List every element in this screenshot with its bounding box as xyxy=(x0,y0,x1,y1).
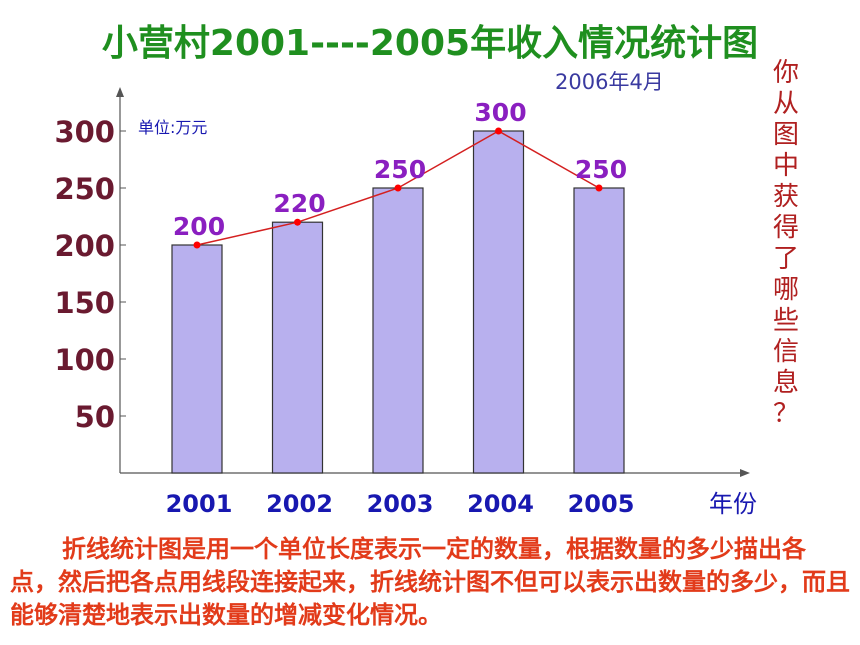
data-point xyxy=(495,127,502,135)
x-tick-label: 2003 xyxy=(367,490,434,518)
x-tick-label: 2004 xyxy=(467,490,534,518)
data-point xyxy=(294,218,301,226)
side-question-char: 中 xyxy=(772,151,799,181)
y-tick-label: 50 xyxy=(75,400,115,434)
income-chart: 50 100 150 200 250 300 单位:万元 200 220 250 300 250 200… xyxy=(54,87,757,518)
bar xyxy=(472,130,525,474)
bar xyxy=(372,187,424,474)
side-question-char: 得 xyxy=(772,213,799,243)
unit-label: 单位:万元 xyxy=(138,118,207,137)
data-label: 200 xyxy=(173,212,225,241)
data-label: 220 xyxy=(273,189,325,218)
y-tick-label: 200 xyxy=(54,229,115,263)
side-question: 你从图中获得了哪些信息？ xyxy=(768,58,804,430)
side-question-char: 息 xyxy=(772,368,799,398)
bar xyxy=(573,187,625,474)
x-tick-label: 2005 xyxy=(568,490,635,518)
y-tick-label: 150 xyxy=(54,286,115,320)
side-question-char: 图 xyxy=(772,120,799,150)
y-tick-label: 100 xyxy=(54,343,115,377)
date-label: 2006年4月 xyxy=(555,70,664,94)
side-question-char: 信 xyxy=(772,337,799,367)
side-question-char: 哪 xyxy=(772,275,799,305)
data-label: 250 xyxy=(575,155,627,184)
side-question-char: 从 xyxy=(772,89,799,119)
side-question-char: 你 xyxy=(772,58,799,88)
side-question-char: 些 xyxy=(772,306,799,336)
data-point xyxy=(595,184,603,192)
bar xyxy=(271,221,324,474)
side-question-char: 获 xyxy=(772,182,799,212)
description-text: 折线统计图是用一个单位长度表示一定的数量，根据数量的多少描出各点，然后把各点用线… xyxy=(10,535,850,629)
data-label: 300 xyxy=(474,98,526,127)
data-point xyxy=(394,184,402,192)
chart-title: 小营村2001----2005年收入情况统计图 xyxy=(101,23,759,64)
y-axis-arrow xyxy=(116,87,124,97)
side-question-char: 了 xyxy=(772,244,799,274)
x-tick-label: 2001 xyxy=(166,490,233,518)
x-axis-arrow xyxy=(740,469,750,477)
data-label: 250 xyxy=(374,155,426,184)
x-axis-label: 年份 xyxy=(709,490,757,518)
y-tick-label: 300 xyxy=(54,115,115,149)
side-question-char: ？ xyxy=(772,399,799,429)
x-tick-label: 2002 xyxy=(266,490,333,518)
bar xyxy=(171,244,223,474)
data-point xyxy=(193,241,201,249)
y-tick-label: 250 xyxy=(54,172,115,206)
